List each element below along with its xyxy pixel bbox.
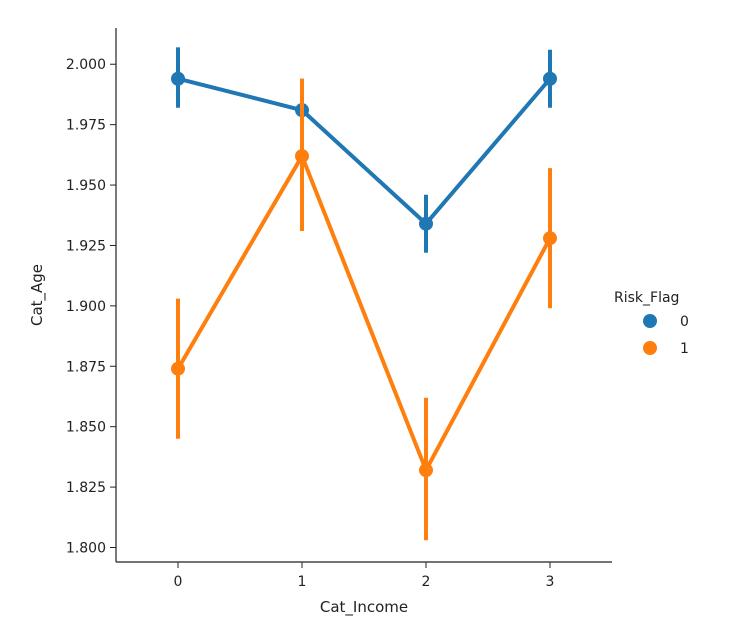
legend-marker [643,341,657,355]
series-line [176,154,552,473]
data-point [171,71,185,86]
data-point [419,216,433,231]
data-point [419,463,433,478]
y-axis-label: Cat_Age [28,264,47,326]
y-tick-label: 1.975 [66,118,106,134]
x-tick-label: 1 [298,574,307,590]
plot-marks [171,47,557,541]
y-tick-label: 1.850 [66,420,106,436]
y-tick-label: 1.800 [66,541,106,557]
legend-marker [643,314,657,328]
legend-label: 1 [680,341,689,357]
legend: Risk_Flag 0 1 [614,290,689,357]
legend-title: Risk_Flag [614,290,679,306]
data-point [543,231,557,246]
y-tick-label: 1.950 [66,178,106,194]
y-tick-label: 1.900 [66,299,106,315]
series-1 [171,78,557,541]
data-point [295,149,309,164]
y-tick-label: 1.825 [66,480,106,496]
y-tick-label: 1.875 [66,359,106,375]
series-line [177,76,552,226]
x-tick-label: 3 [546,574,555,590]
series-0 [171,47,557,253]
legend-label: 0 [680,314,689,330]
y-tick-label: 2.000 [66,57,106,73]
data-point [543,71,557,86]
x-tick-label: 2 [422,574,431,590]
y-tick-label: 1.925 [66,238,106,254]
axes: 1.800 1.825 1.850 1.875 1.900 1.925 1.950 1.975… [66,28,612,590]
data-point [171,361,185,376]
x-axis-label: Cat_Income [320,598,408,617]
x-tick-label: 0 [174,574,183,590]
